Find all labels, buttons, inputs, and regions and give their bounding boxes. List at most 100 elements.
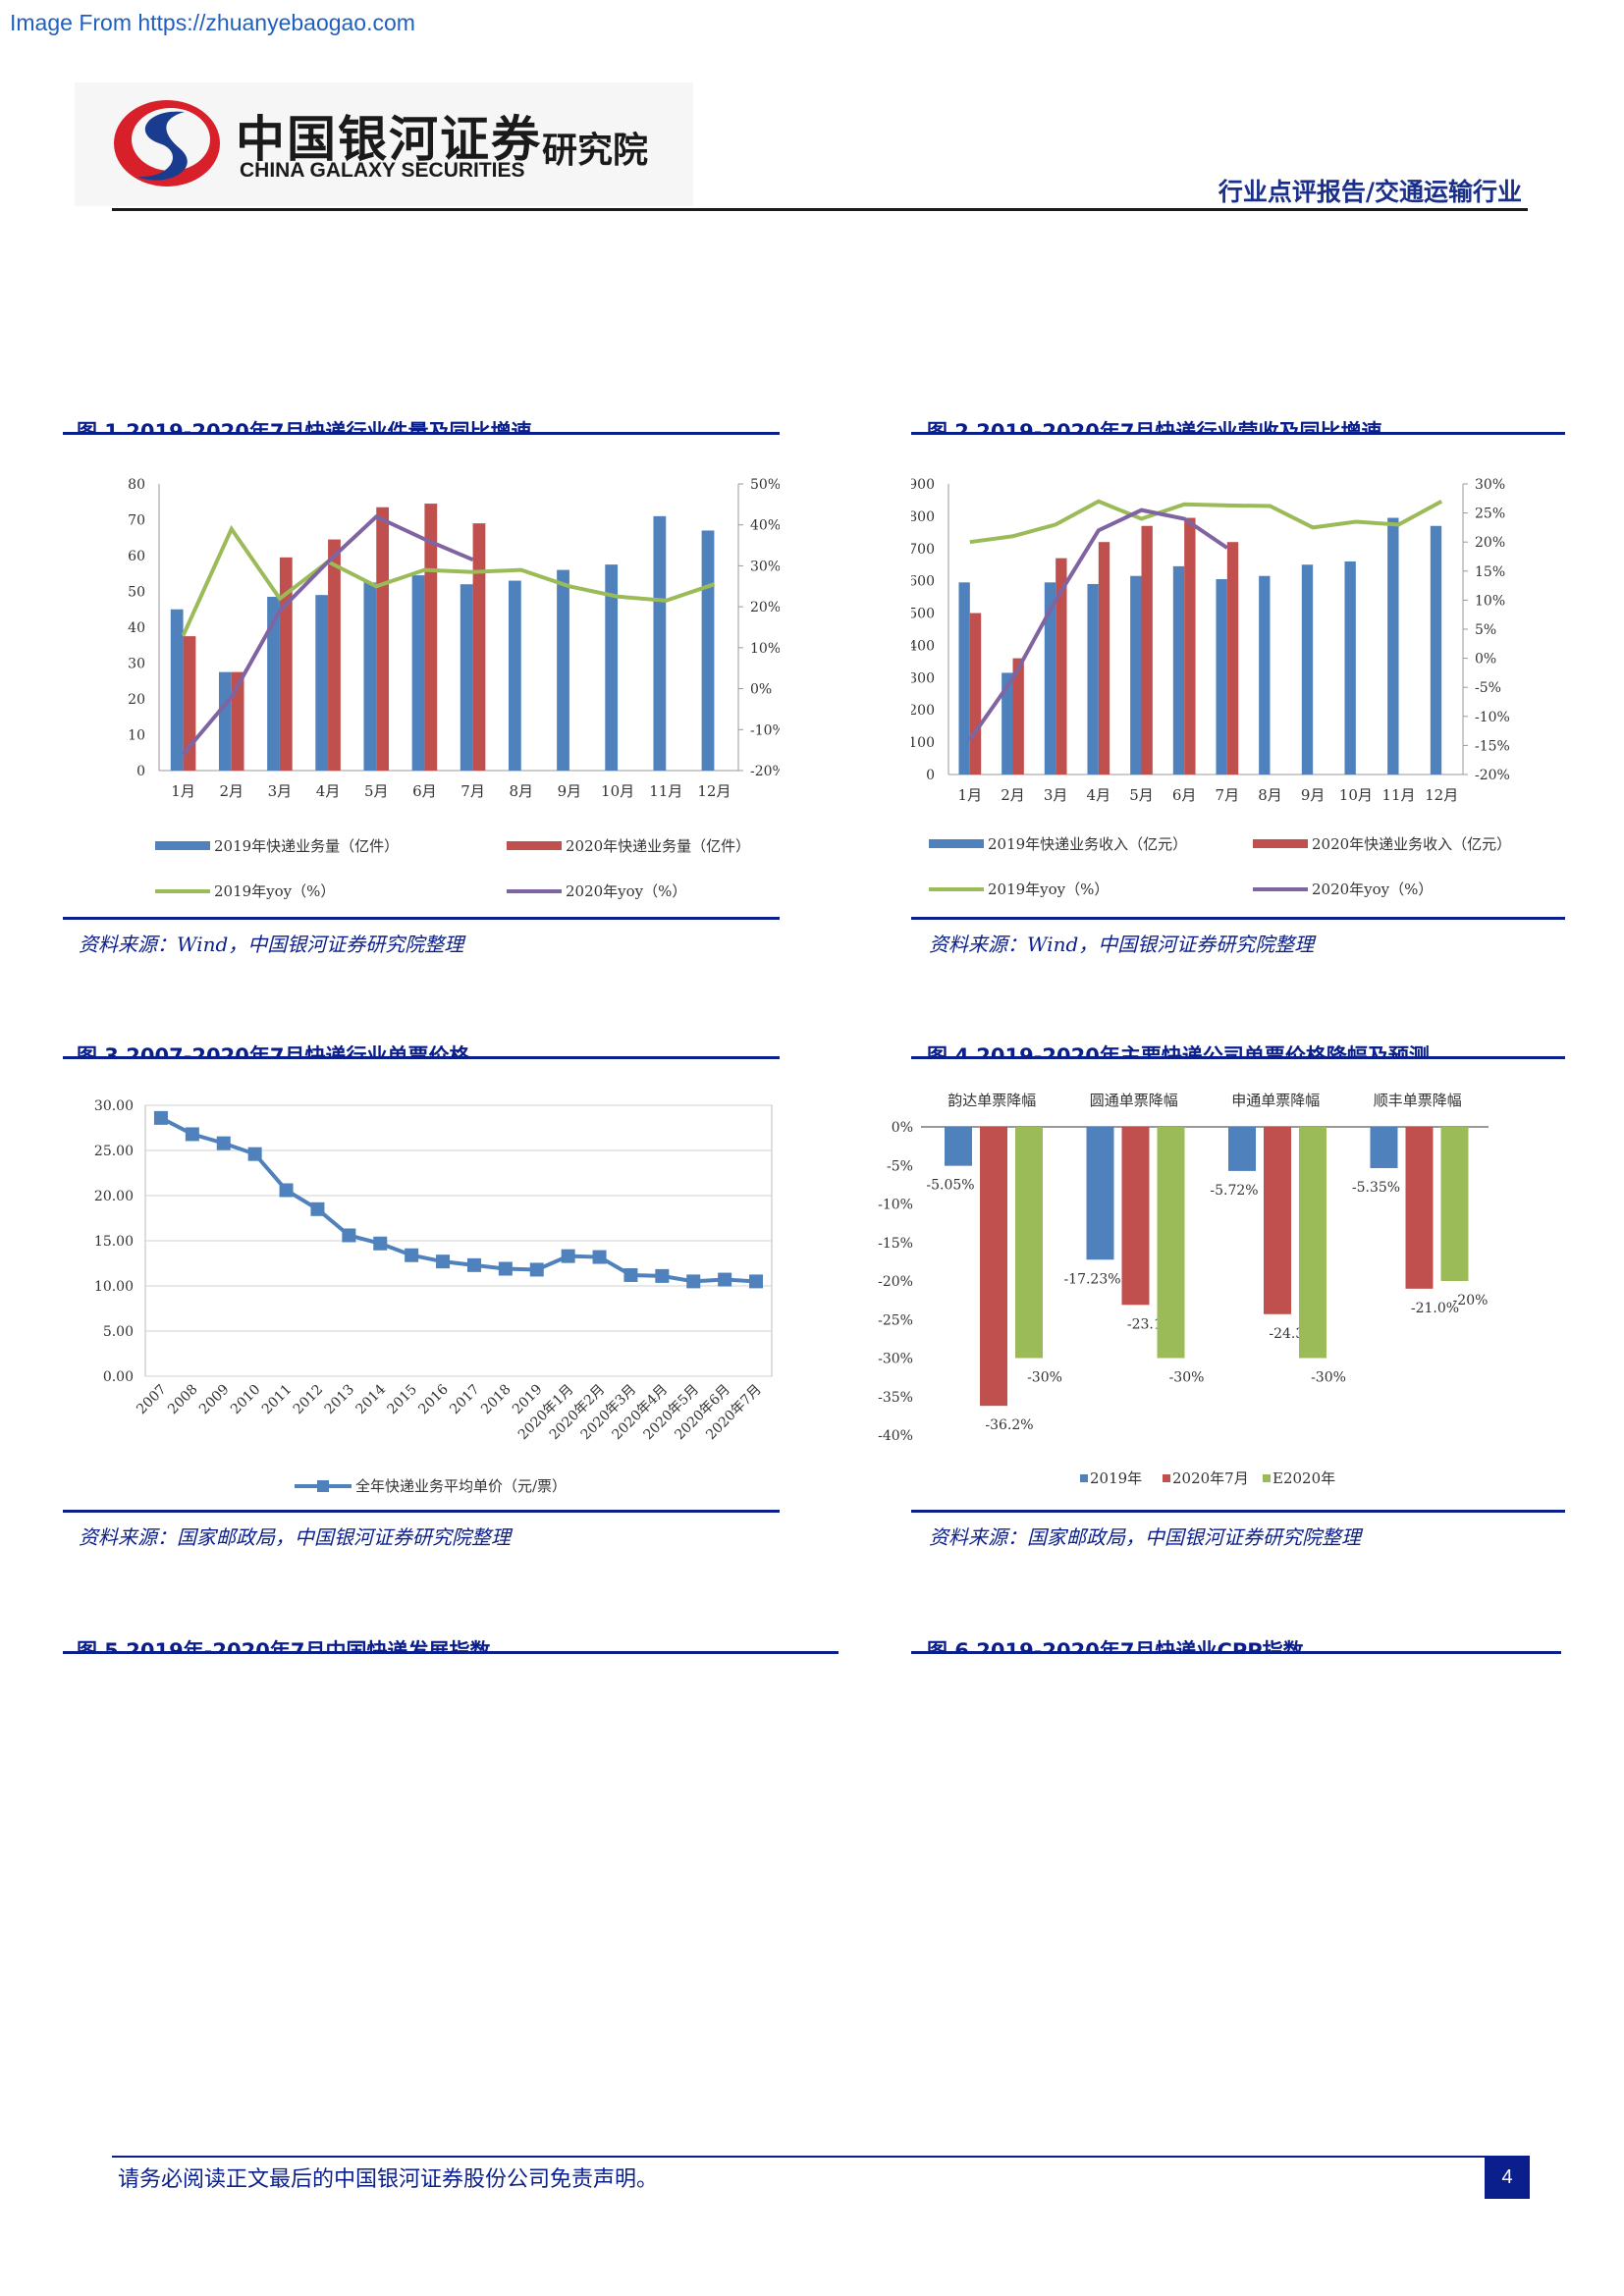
bar (969, 613, 982, 774)
series-line (968, 507, 1228, 741)
bar (183, 636, 196, 771)
page-number: 4 (1485, 2156, 1530, 2199)
bar (1184, 517, 1196, 774)
legend-label: 2019年快递业务收入（亿元） (988, 835, 1187, 853)
x-tick-label: 1月 (171, 782, 195, 800)
figure-6-top-rule (911, 1651, 1561, 1654)
legend-label: 2019年yoy（%） (214, 882, 335, 900)
figure-4-title: 图 4 2019-2020年主要快递公司单票价格降幅及预测 (927, 1044, 1430, 1056)
x-tick-label: 8月 (509, 782, 533, 800)
figure-2-source: 资料来源：Wind，中国银河证券研究院整理 (929, 933, 1315, 956)
chart-express-volume: 0 10 20 30 40 50 60 70 80 -20% -10% 0% 10% 20% 30% 40% 5… (128, 477, 780, 900)
y-tick-label: -10% (878, 1198, 913, 1213)
data-point (623, 1267, 638, 1282)
legend-label: 2020年快递业务收入（亿元） (1312, 835, 1511, 853)
brand-name-cn: 中国银河证券 (236, 111, 542, 168)
bar (945, 1127, 972, 1166)
y-tick-label: 400 (911, 638, 935, 654)
data-label: -30% (1169, 1370, 1205, 1386)
y-tick-label: 20 (128, 692, 145, 708)
bar (1264, 1127, 1291, 1314)
bar (1086, 1127, 1114, 1260)
data-label: -36.2% (985, 1417, 1033, 1433)
bar (1044, 582, 1056, 774)
bar (1387, 517, 1399, 774)
legend-swatch (507, 841, 562, 850)
figure-3-title: 图 3 2007-2020年7月快递行业单票价格 (77, 1044, 470, 1056)
bar (1157, 1127, 1185, 1359)
bar (1172, 565, 1185, 774)
data-point (749, 1274, 764, 1289)
bar (1370, 1127, 1398, 1168)
bar (218, 671, 232, 771)
data-point (405, 1248, 419, 1262)
y2-tick-label: 0% (1475, 652, 1496, 667)
legend-swatch (1253, 839, 1308, 848)
y-tick-label: 80 (128, 477, 145, 493)
y-tick-label: 10 (128, 728, 145, 744)
y-tick-label: 0.00 (103, 1369, 134, 1385)
bar (1015, 1127, 1043, 1359)
bar (279, 557, 293, 771)
legend-swatch (1163, 1474, 1170, 1482)
legend-label: 全年快递业务平均单价（元/票） (355, 1477, 567, 1495)
bar (1405, 1127, 1434, 1289)
data-label: -30% (1311, 1370, 1346, 1386)
x-tick-label: 4月 (1087, 786, 1111, 804)
x-tick-label: 7月 (460, 782, 485, 800)
bar (411, 575, 425, 771)
data-point (216, 1136, 231, 1150)
data-label: -5.05% (926, 1178, 974, 1194)
figure-1-top-rule (63, 432, 780, 435)
x-tick-label: 2007 (134, 1382, 170, 1418)
x-tick-label: 11月 (649, 782, 682, 800)
x-tick-label: 12月 (1425, 786, 1458, 804)
watermark-link[interactable]: Image From https://zhuanyebaogao.com (10, 10, 415, 35)
bar (472, 523, 486, 771)
legend-swatch (155, 841, 210, 850)
y2-tick-label: 0% (750, 682, 772, 698)
x-tick-label: 2010 (228, 1382, 264, 1418)
bar (508, 580, 521, 771)
legend-label: 2020年7月 (1172, 1469, 1249, 1487)
chart-express-revenue: 0 100 200 300 400 500 600 700 800 900 -20% -15% -10%… (911, 477, 1511, 898)
legend-label: 2020年yoy（%） (1312, 881, 1433, 898)
figure-3-bottom-rule (63, 1510, 780, 1513)
y2-tick-label: 20% (750, 600, 780, 615)
x-tick-label: 2月 (219, 782, 244, 800)
chart-price-decline: -40% -35% -30% -25% -20% -15% -10% -5% 0% 韵达单票降幅 圆… (878, 1092, 1489, 1487)
series-line (969, 499, 1443, 545)
bar (328, 539, 341, 771)
x-tick-label: 9月 (558, 782, 582, 800)
brand-institute: 研究院 (542, 131, 649, 171)
bar (1087, 583, 1099, 774)
y2-tick-label: 10% (1475, 593, 1505, 609)
bar (1228, 1127, 1256, 1171)
y-tick-label: 0 (136, 764, 145, 779)
y-tick-label: 30 (128, 657, 145, 672)
data-point (529, 1262, 544, 1277)
bar (267, 596, 280, 771)
y2-tick-label: 25% (1475, 507, 1505, 522)
y-tick-label: 15.00 (94, 1234, 134, 1250)
bar (363, 582, 377, 771)
figure-4-bottom-rule (911, 1510, 1565, 1513)
x-tick-label: 12月 (697, 782, 731, 800)
y-tick-label: 5.00 (103, 1324, 134, 1340)
footer-rule (112, 2156, 1528, 2158)
bar (1130, 575, 1142, 774)
bar (231, 671, 244, 771)
series-line (160, 1116, 757, 1284)
legend-label: E2020年 (1272, 1469, 1335, 1487)
y2-tick-label: 30% (750, 559, 780, 574)
data-point (561, 1249, 575, 1263)
figure-1-bottom-rule (63, 917, 780, 920)
figure-1-title: 图 1 2019-2020年7月快递行业件量及同比增速 (77, 420, 532, 432)
x-tick-label: 6月 (412, 782, 437, 800)
bar (605, 564, 619, 771)
legend-swatch (1263, 1474, 1271, 1482)
x-tick-label: 5月 (364, 782, 389, 800)
chart-unit-price: 0.005.0010.0015.0020.0025.0030.002007200… (94, 1098, 773, 1495)
footer-disclaimer: 请务必阅读正文最后的中国银河证券股份公司免责声明。 (118, 2167, 659, 2192)
y2-tick-label: 15% (1475, 564, 1505, 580)
